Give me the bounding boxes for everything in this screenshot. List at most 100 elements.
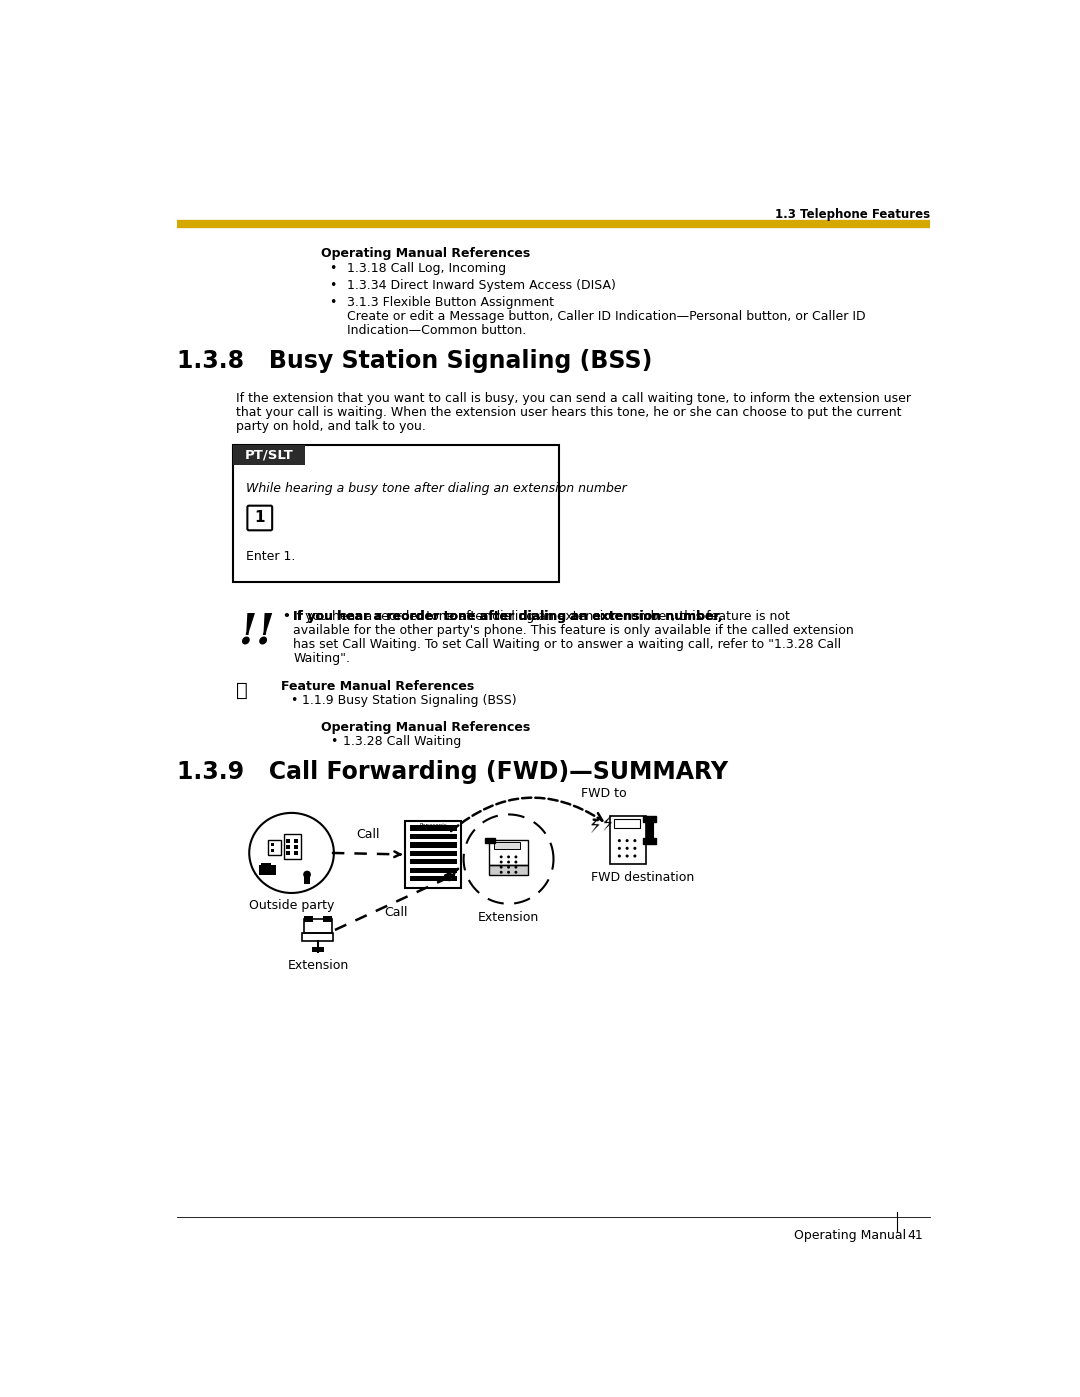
Text: ⚡⚡: ⚡⚡: [588, 813, 618, 837]
Bar: [302, 933, 334, 940]
Bar: [268, 840, 281, 855]
Text: 1.3.9   Call Forwarding (FWD)—SUMMARY: 1.3.9 Call Forwarding (FWD)—SUMMARY: [177, 760, 728, 784]
Bar: [610, 816, 646, 863]
Bar: [233, 444, 305, 465]
Circle shape: [500, 870, 502, 873]
Text: 👉: 👉: [235, 682, 247, 700]
Circle shape: [625, 840, 629, 842]
Bar: [405, 820, 461, 888]
Text: •: •: [328, 279, 336, 292]
Text: FWD to: FWD to: [581, 787, 626, 799]
Text: 3.1.3 Flexible Button Assignment: 3.1.3 Flexible Button Assignment: [348, 296, 554, 309]
Circle shape: [514, 861, 517, 863]
Bar: [410, 842, 457, 848]
Circle shape: [508, 866, 510, 869]
Text: party on hold, and talk to you.: party on hold, and talk to you.: [235, 420, 426, 433]
Text: If you hear a reorder tone after dialing an extension number,: If you hear a reorder tone after dialing…: [293, 610, 723, 623]
Circle shape: [618, 847, 621, 849]
Text: 1.3.18 Call Log, Incoming: 1.3.18 Call Log, Incoming: [348, 263, 507, 275]
Bar: [271, 842, 273, 847]
Text: Feature Manual References: Feature Manual References: [281, 680, 474, 693]
Bar: [294, 845, 298, 849]
Text: Extension: Extension: [478, 911, 539, 925]
Text: •: •: [328, 296, 336, 309]
Text: Operating Manual References: Operating Manual References: [321, 721, 530, 733]
Bar: [294, 840, 298, 842]
Bar: [410, 868, 457, 873]
Text: 1.1.9 Busy Station Signaling (BSS): 1.1.9 Busy Station Signaling (BSS): [302, 694, 517, 707]
Bar: [233, 444, 559, 583]
Bar: [410, 851, 457, 856]
Text: Call: Call: [384, 907, 408, 919]
Circle shape: [633, 840, 636, 842]
Bar: [312, 947, 324, 951]
Text: •: •: [282, 610, 291, 623]
Circle shape: [633, 855, 636, 858]
Bar: [286, 845, 291, 849]
Circle shape: [633, 847, 636, 849]
FancyBboxPatch shape: [247, 506, 272, 531]
Circle shape: [500, 855, 502, 858]
Text: 1.3.28 Call Waiting: 1.3.28 Call Waiting: [342, 735, 461, 749]
Circle shape: [508, 861, 510, 863]
Bar: [260, 863, 271, 869]
Circle shape: [500, 866, 502, 869]
Text: Operating Manual References: Operating Manual References: [321, 247, 530, 260]
Bar: [644, 816, 656, 823]
FancyArrowPatch shape: [451, 798, 603, 831]
Text: Enter 1.: Enter 1.: [246, 550, 295, 563]
Circle shape: [303, 870, 311, 879]
Text: has set Call Waiting. To set Call Waiting or to answer a waiting call, refer to : has set Call Waiting. To set Call Waitin…: [293, 638, 841, 651]
Bar: [286, 851, 291, 855]
Text: available for the other party's phone. This feature is only available if the cal: available for the other party's phone. T…: [293, 624, 854, 637]
Circle shape: [625, 847, 629, 849]
Text: If you hear a reorder tone after dialing an extension number,: If you hear a reorder tone after dialing…: [293, 610, 723, 623]
Bar: [323, 916, 332, 922]
Circle shape: [514, 866, 517, 869]
Text: •: •: [291, 694, 297, 707]
Bar: [410, 876, 457, 882]
Bar: [489, 865, 528, 875]
Text: •: •: [328, 263, 336, 275]
Bar: [489, 840, 528, 865]
Bar: [303, 873, 310, 884]
Bar: [410, 859, 457, 865]
Bar: [613, 819, 640, 828]
Text: Indication—Common button.: Indication—Common button.: [348, 324, 527, 337]
Circle shape: [508, 870, 510, 873]
Circle shape: [514, 855, 517, 858]
Bar: [284, 834, 301, 859]
Bar: [646, 819, 653, 842]
Bar: [644, 838, 656, 844]
Text: 41: 41: [907, 1229, 922, 1242]
Bar: [494, 841, 521, 849]
Text: While hearing a busy tone after dialing an extension number: While hearing a busy tone after dialing …: [246, 482, 626, 495]
Text: If you hear a reorder tone after dialing an extension number, this feature is no: If you hear a reorder tone after dialing…: [293, 610, 789, 623]
Text: Waiting".: Waiting".: [293, 652, 350, 665]
Text: 1.3 Telephone Features: 1.3 Telephone Features: [775, 208, 930, 221]
Text: 1: 1: [255, 510, 265, 525]
Text: Extension: Extension: [287, 960, 349, 972]
Text: If the extension that you want to call is busy, you can send a call waiting tone: If the extension that you want to call i…: [235, 393, 910, 405]
Text: Operating Manual: Operating Manual: [794, 1229, 906, 1242]
Bar: [294, 851, 298, 855]
Text: Call: Call: [356, 827, 380, 841]
Text: 1.3.34 Direct Inward System Access (DISA): 1.3.34 Direct Inward System Access (DISA…: [348, 279, 617, 292]
Circle shape: [618, 840, 621, 842]
Bar: [259, 865, 276, 875]
Circle shape: [500, 861, 502, 863]
Text: 1.3.8   Busy Station Signaling (BSS): 1.3.8 Busy Station Signaling (BSS): [177, 349, 652, 373]
Circle shape: [625, 855, 629, 858]
Text: !!: !!: [238, 610, 274, 652]
Text: PT/SLT: PT/SLT: [245, 448, 294, 461]
Text: Outside party: Outside party: [248, 900, 334, 912]
Bar: [271, 849, 273, 852]
Bar: [410, 834, 457, 840]
Text: Create or edit a Message button, Caller ID Indication—Personal button, or Caller: Create or edit a Message button, Caller …: [348, 310, 866, 323]
Text: that your call is waiting. When the extension user hears this tone, he or she ca: that your call is waiting. When the exte…: [235, 407, 901, 419]
Bar: [303, 919, 332, 933]
Text: Panasonic: Panasonic: [419, 823, 447, 828]
Text: FWD destination: FWD destination: [591, 872, 694, 884]
Bar: [410, 826, 457, 831]
Circle shape: [618, 855, 621, 858]
